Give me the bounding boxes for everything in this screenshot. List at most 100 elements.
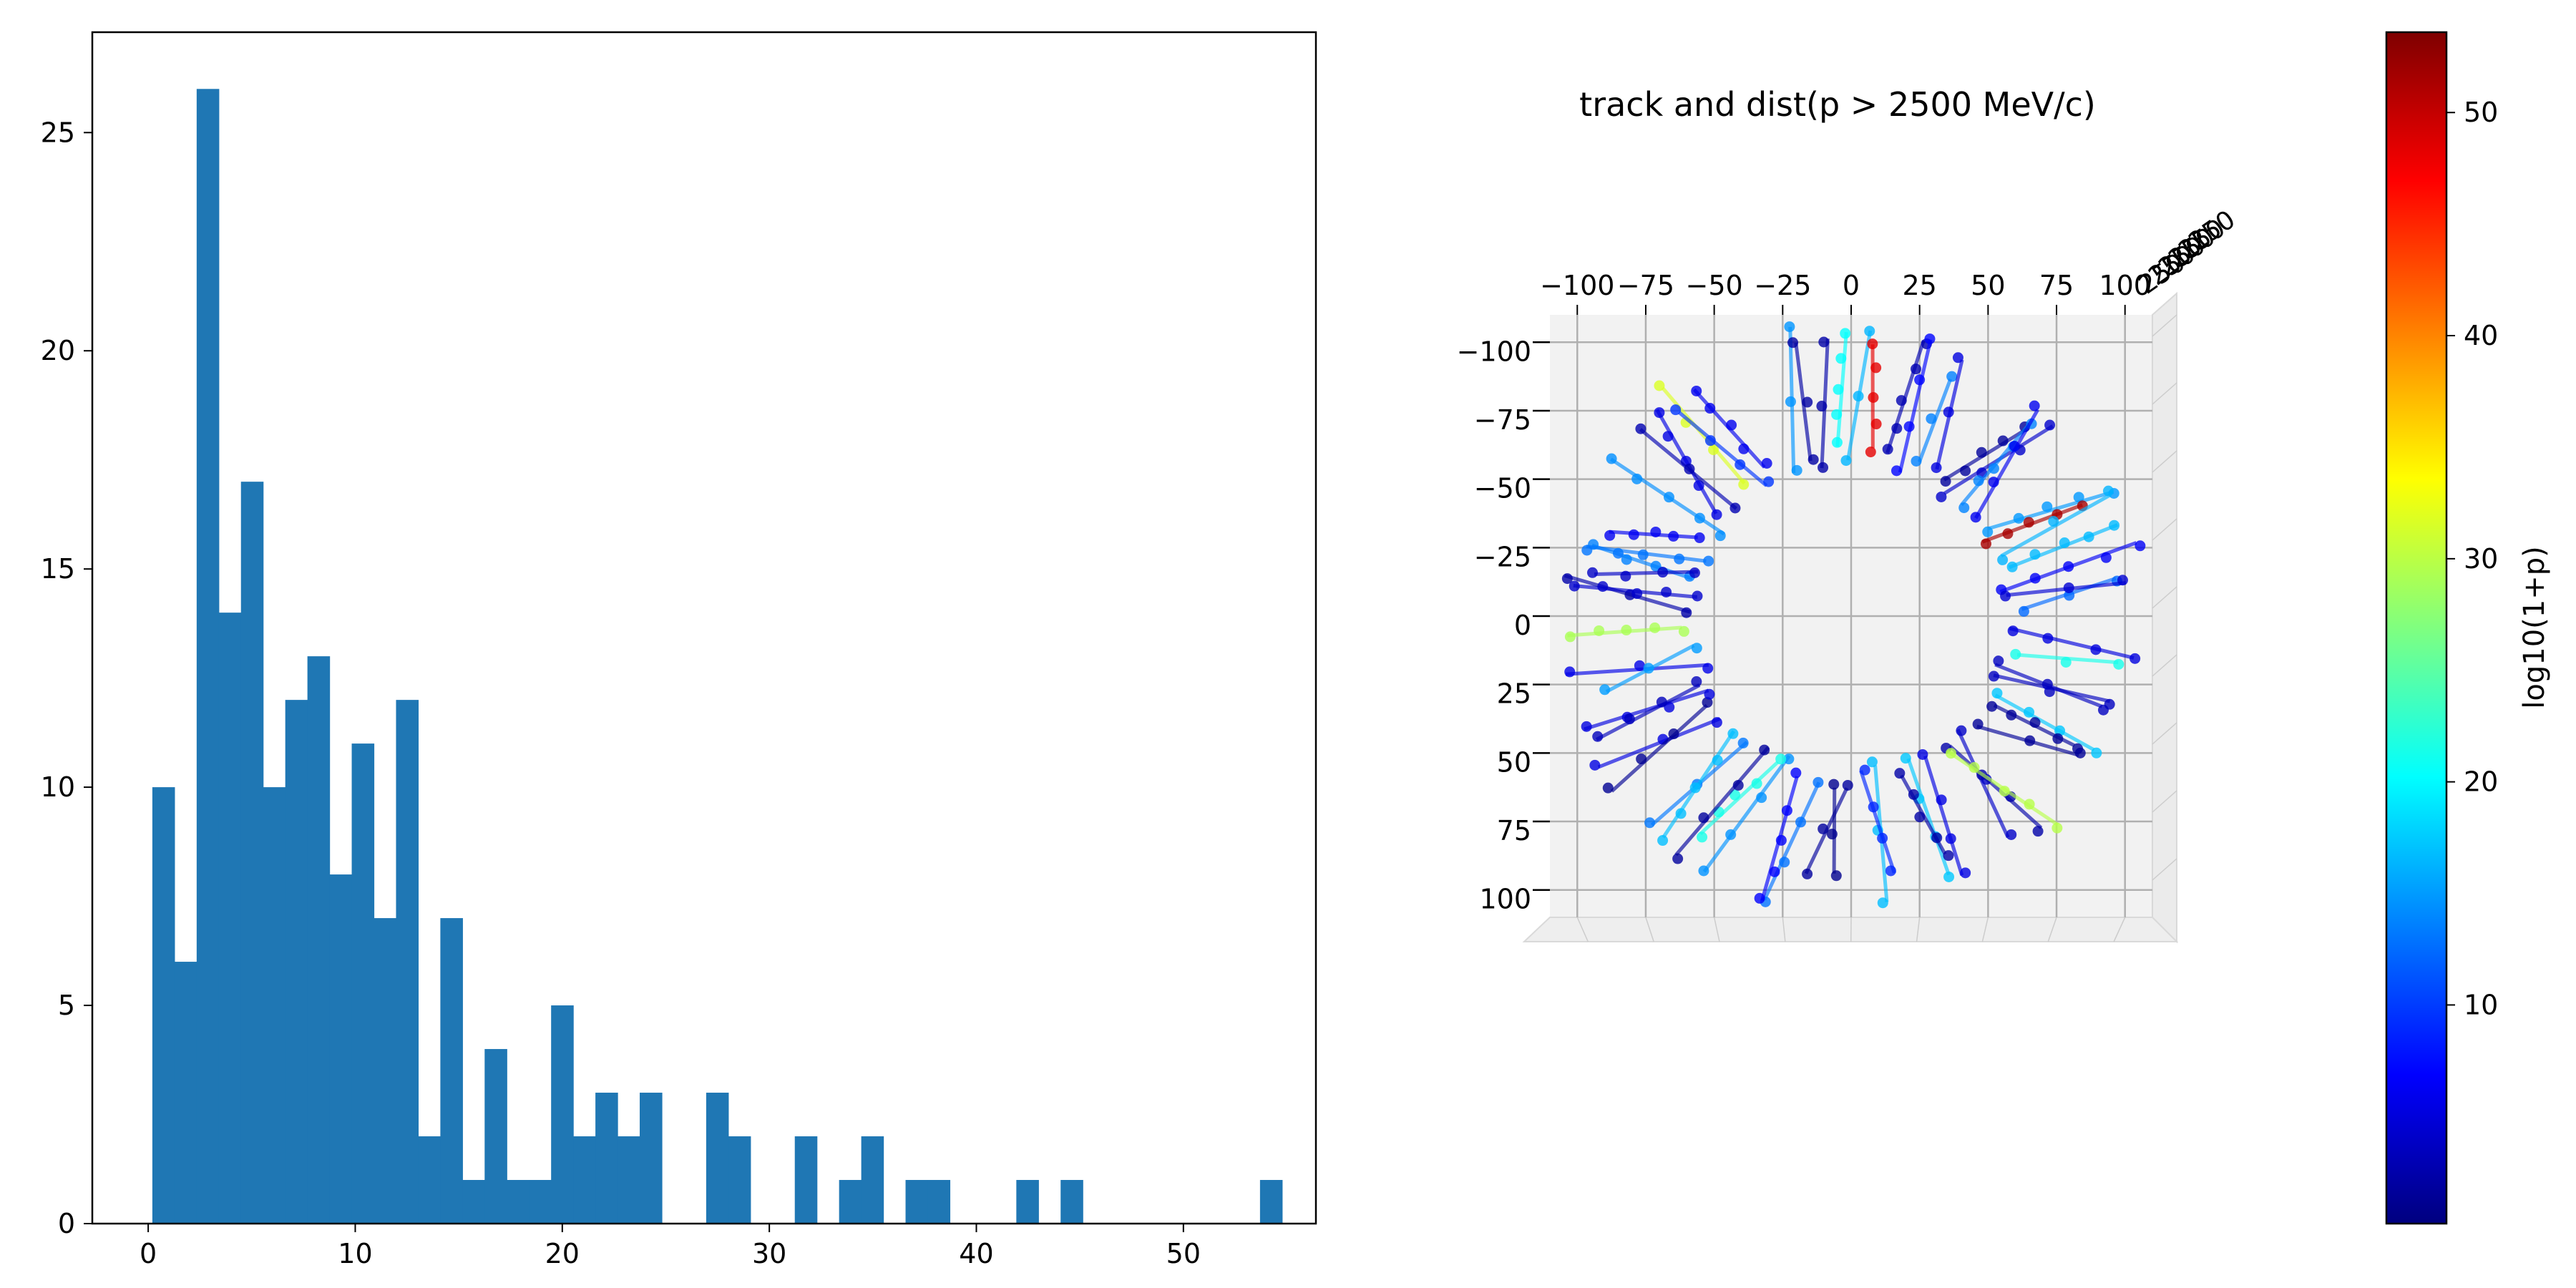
- track-point: [1581, 721, 1592, 732]
- y-tick-label: 25: [41, 117, 75, 148]
- scatter3d-bottom-pane: [1522, 917, 2179, 942]
- colorbar-frame: [2385, 31, 2448, 1225]
- track-point: [1650, 526, 1662, 537]
- track-point: [1754, 892, 1765, 904]
- y-tick-label: 100: [1479, 884, 1531, 915]
- track-point: [1831, 436, 1843, 448]
- track-point: [1756, 792, 1767, 804]
- track-point: [1970, 512, 1981, 523]
- bottom-pane-line: [1782, 917, 1786, 942]
- track-point: [1946, 371, 1958, 382]
- track-point: [1831, 409, 1843, 420]
- track-point: [1692, 590, 1703, 602]
- histogram-bar: [285, 700, 308, 1224]
- track-point: [1785, 396, 1796, 407]
- histogram-bar: [307, 656, 331, 1224]
- side-pane-line: [2152, 790, 2177, 813]
- y-tick-label: −25: [1474, 541, 1531, 572]
- histogram-bar: [839, 1180, 862, 1224]
- y-tick-label: −100: [1457, 336, 1531, 367]
- track-point: [1697, 831, 1708, 843]
- track-point: [2044, 419, 2056, 431]
- track-point: [1711, 717, 1722, 728]
- track-point: [1634, 660, 1645, 671]
- track-point: [1732, 779, 1744, 791]
- colorbar-tick-label: 10: [2464, 989, 2498, 1020]
- track-point: [1840, 455, 1852, 467]
- track-point: [1868, 392, 1879, 404]
- track-point: [1911, 455, 1922, 467]
- bottom-pane-line: [2047, 917, 2057, 942]
- track-point: [2023, 517, 2034, 528]
- track-point: [1729, 789, 1741, 801]
- track-point: [2029, 549, 2041, 560]
- y-tick-label: 25: [1497, 678, 1531, 710]
- track-point: [1980, 538, 1991, 550]
- track-point: [1960, 465, 1971, 477]
- histogram-bars: [152, 89, 1283, 1224]
- track-point: [1943, 871, 1955, 882]
- track-point: [2074, 747, 2086, 758]
- y-tick-label: 5: [58, 990, 75, 1021]
- track-point: [1668, 728, 1679, 740]
- track-point: [2006, 829, 2017, 840]
- track-point: [1911, 364, 1922, 375]
- track-point: [1726, 419, 1737, 431]
- track-point: [1620, 570, 1631, 582]
- track-point: [1714, 530, 1726, 542]
- track-point: [2091, 747, 2102, 758]
- bottom-pane-line: [1713, 917, 1720, 942]
- track-point: [1853, 391, 1864, 402]
- colorbar-gradient: [2386, 32, 2446, 1224]
- track-point: [1781, 805, 1792, 816]
- scatter3d-data: [1561, 321, 2146, 909]
- colorbar-axis: 10 20 30 40 50: [2446, 97, 2498, 1020]
- track-point: [1891, 465, 1903, 477]
- y-tick-label: −50: [1474, 473, 1531, 504]
- scatter3d-chart: track and dist(p > 2500 MeV/c) −100 −75 −5…: [1457, 85, 2241, 944]
- track-point: [1802, 396, 1813, 408]
- track-point: [1894, 768, 1906, 779]
- histogram-bar: [1259, 1180, 1283, 1224]
- x-tick-label: −25: [1754, 270, 1811, 301]
- scatter3d-grid: [1550, 315, 2152, 917]
- track-segment: [1948, 744, 2043, 829]
- scatter3d-side-pane: [2152, 291, 2177, 944]
- track-point: [2010, 648, 2021, 660]
- histogram-bar: [440, 918, 463, 1224]
- histogram-bar: [1016, 1180, 1039, 1224]
- track-point: [1936, 794, 1947, 806]
- track-segment: [1923, 755, 1964, 877]
- track-point: [1779, 857, 1790, 868]
- colorbar-tick-label: 40: [2464, 320, 2498, 351]
- track-point: [2002, 528, 2014, 540]
- scatter3d-side-ticks: [1576, 314, 2177, 942]
- track-point: [1689, 782, 1701, 794]
- track-point: [1835, 353, 1847, 364]
- track-point: [1960, 867, 1971, 879]
- side-pane-line: [2152, 450, 2177, 473]
- track-point: [1674, 553, 1685, 565]
- histogram-y-axis: 0 5 10 15 20 25: [41, 117, 92, 1239]
- y-tick-label: 75: [1497, 815, 1531, 847]
- histogram-bar: [174, 962, 197, 1224]
- track-point: [1681, 607, 1692, 618]
- track-point: [1735, 459, 1746, 470]
- track-point: [1866, 756, 1878, 768]
- histogram-bar: [706, 1093, 729, 1224]
- track-point: [1818, 336, 1830, 348]
- track-point: [2063, 561, 2074, 572]
- y-tick-label: 20: [41, 335, 75, 366]
- histogram-bar: [927, 1180, 951, 1224]
- track-point: [1997, 554, 2009, 565]
- track-point: [2113, 658, 2124, 670]
- histogram-bar: [329, 874, 353, 1224]
- track-point: [1704, 403, 1716, 414]
- track-point: [1830, 870, 1842, 882]
- track-point: [1564, 631, 1576, 643]
- track-point: [1689, 567, 1700, 579]
- histogram-bar: [484, 1049, 507, 1224]
- y-tick-label: 10: [41, 771, 75, 803]
- x-tick-label: 50: [1166, 1238, 1201, 1269]
